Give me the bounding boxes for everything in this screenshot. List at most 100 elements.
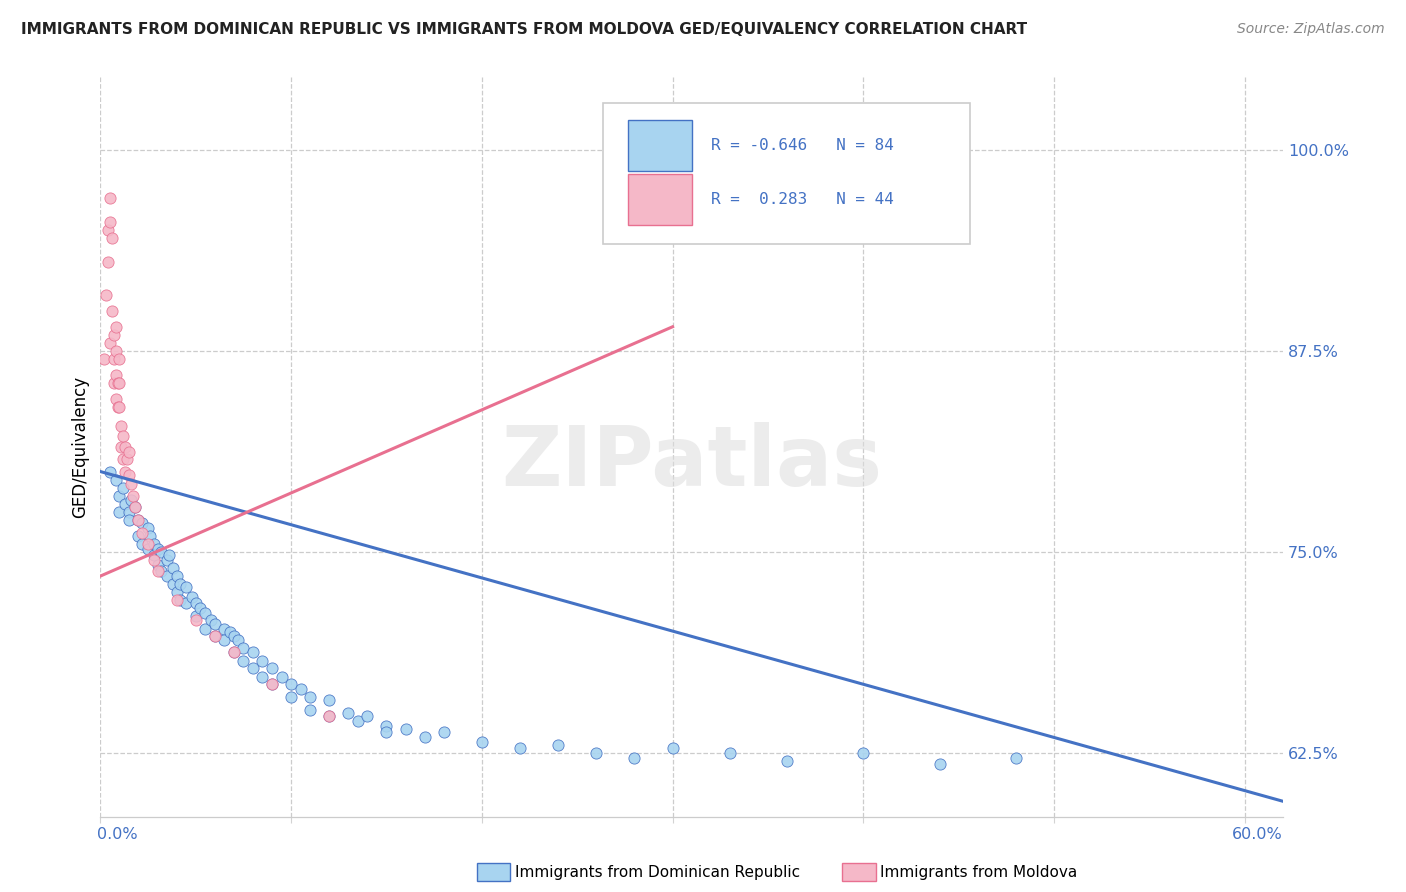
Point [156, 553, 179, 567]
Point [252, 654, 274, 668]
Point [104, 319, 127, 334]
Point [104, 392, 127, 406]
Point [318, 709, 340, 723]
Point [375, 725, 398, 739]
Point [97, 255, 120, 269]
Point [104, 368, 127, 382]
Point [219, 625, 242, 640]
Point [131, 525, 153, 540]
Point [347, 714, 370, 728]
Point [142, 553, 165, 567]
Text: R = -0.646   N = 84: R = -0.646 N = 84 [710, 138, 893, 153]
Point [118, 445, 141, 459]
Point [139, 529, 162, 543]
Point [142, 537, 165, 551]
Point [118, 467, 141, 482]
Point [131, 516, 153, 530]
Point [318, 709, 340, 723]
Point [184, 609, 207, 624]
Point [101, 231, 124, 245]
Point [222, 645, 245, 659]
Point [108, 376, 131, 390]
Point [188, 601, 211, 615]
Point [120, 477, 142, 491]
FancyBboxPatch shape [628, 120, 692, 171]
Point [1005, 751, 1028, 765]
Point [128, 513, 150, 527]
Point [471, 735, 494, 749]
Point [124, 500, 146, 514]
Text: 0.0%: 0.0% [97, 827, 138, 842]
Point [157, 548, 180, 562]
Point [136, 537, 159, 551]
Text: R =  0.283   N = 44: R = 0.283 N = 44 [710, 193, 893, 208]
Text: 60.0%: 60.0% [1232, 827, 1282, 842]
Point [260, 677, 283, 691]
Point [128, 529, 150, 543]
Point [121, 489, 143, 503]
Point [232, 654, 254, 668]
Point [146, 564, 169, 578]
Point [194, 606, 217, 620]
Point [260, 661, 283, 675]
Point [120, 493, 142, 508]
Point [280, 690, 302, 704]
Point [114, 441, 136, 455]
Point [131, 537, 153, 551]
Point [394, 722, 416, 736]
Point [97, 223, 120, 237]
Text: Immigrants from Dominican Republic: Immigrants from Dominican Republic [515, 865, 800, 880]
Point [108, 489, 131, 503]
Point [252, 670, 274, 684]
Point [433, 725, 456, 739]
Point [118, 513, 141, 527]
Point [375, 719, 398, 733]
Point [115, 451, 138, 466]
Point [114, 497, 136, 511]
FancyBboxPatch shape [603, 103, 970, 244]
Point [290, 681, 312, 696]
Point [585, 746, 607, 760]
Text: IMMIGRANTS FROM DOMINICAN REPUBLIC VS IMMIGRANTS FROM MOLDOVA GED/EQUIVALENCY CO: IMMIGRANTS FROM DOMINICAN REPUBLIC VS IM… [21, 22, 1028, 37]
Point [146, 558, 169, 572]
Point [661, 741, 683, 756]
Point [118, 505, 141, 519]
Point [280, 677, 302, 691]
Point [232, 641, 254, 656]
Point [270, 670, 292, 684]
Point [242, 645, 264, 659]
Point [166, 569, 188, 583]
Point [509, 741, 531, 756]
Point [356, 709, 378, 723]
Point [103, 327, 125, 342]
Point [184, 613, 207, 627]
Point [110, 419, 132, 434]
Point [162, 577, 184, 591]
Point [299, 703, 322, 717]
Point [103, 376, 125, 390]
Point [318, 693, 340, 707]
Point [104, 343, 127, 358]
Point [162, 561, 184, 575]
Point [108, 400, 131, 414]
Point [214, 633, 236, 648]
Y-axis label: GED/Equivalency: GED/Equivalency [72, 376, 89, 518]
Point [166, 593, 188, 607]
Point [136, 541, 159, 556]
Point [107, 400, 129, 414]
Point [413, 730, 436, 744]
Point [110, 441, 132, 455]
Point [98, 215, 121, 229]
Point [108, 505, 131, 519]
Point [150, 564, 173, 578]
Point [200, 613, 222, 627]
Point [150, 545, 173, 559]
Point [98, 335, 121, 350]
Point [94, 287, 117, 301]
Point [623, 751, 645, 765]
Point [107, 376, 129, 390]
Point [337, 706, 360, 720]
Point [142, 548, 165, 562]
Point [103, 351, 125, 366]
Point [98, 191, 121, 205]
